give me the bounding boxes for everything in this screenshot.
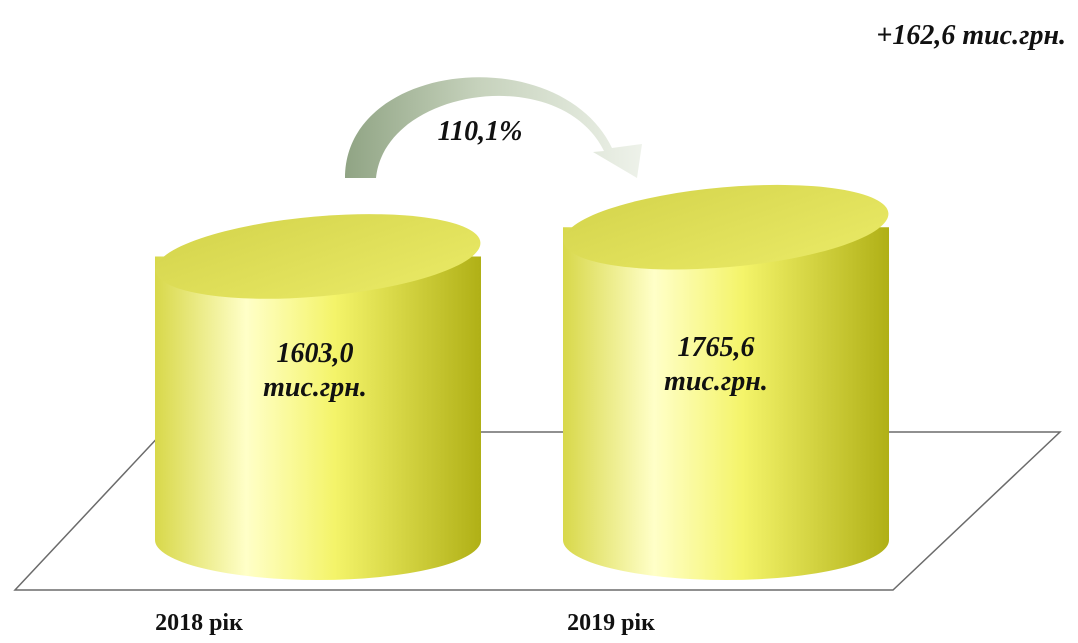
- x-tick-label-2018: 2018 рік: [155, 610, 243, 636]
- x-tick-label-2019: 2019 рік: [567, 610, 655, 636]
- growth-arrow: [345, 77, 642, 178]
- bar-2019-unit: тис.грн.: [664, 366, 768, 397]
- bar-2019-value: 1765,6: [678, 332, 755, 363]
- bar-2018: [155, 214, 481, 580]
- bar-2019: [563, 184, 889, 580]
- growth-percent-label: 110,1%: [438, 116, 523, 147]
- difference-label: +162,6 тис.грн.: [876, 20, 1066, 51]
- bar-2018-value: 1603,0: [277, 338, 354, 369]
- bar-2018-unit: тис.грн.: [263, 372, 367, 403]
